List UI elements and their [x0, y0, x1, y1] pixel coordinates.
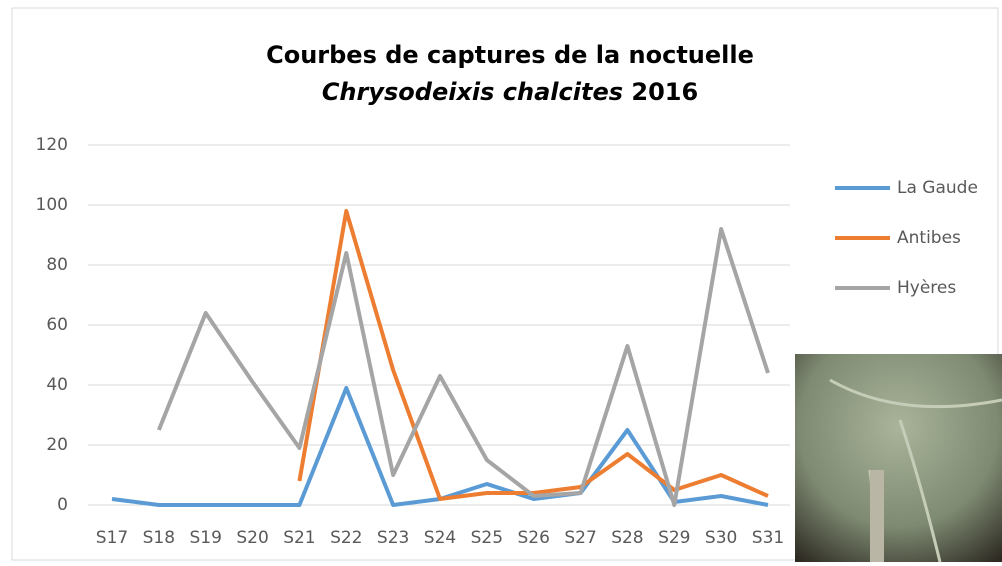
y-tick-label: 80	[46, 255, 68, 275]
photo-leaf	[795, 354, 1002, 562]
title-species: Chrysodeixis chalcites	[322, 78, 623, 106]
y-tick-label: 40	[46, 375, 68, 395]
x-tick-label: S18	[143, 528, 175, 548]
x-tick-label: S29	[658, 528, 690, 548]
series-line	[157, 227, 770, 507]
x-tick-label: S19	[189, 528, 221, 548]
photo-stem	[870, 470, 884, 562]
title-year: 2016	[631, 78, 698, 106]
x-tick-label: S26	[517, 528, 549, 548]
photo	[795, 354, 1002, 563]
legend-label: Antibes	[897, 228, 961, 248]
x-tick-label: S27	[564, 528, 596, 548]
x-tick-label: S25	[471, 528, 503, 548]
x-tick-label: S28	[611, 528, 643, 548]
x-tick-label: S24	[424, 528, 456, 548]
x-tick-label: S17	[96, 528, 128, 548]
legend-label: La Gaude	[897, 178, 978, 198]
x-tick-label: S20	[236, 528, 268, 548]
x-tick-label: S23	[377, 528, 409, 548]
y-tick-label: 0	[57, 495, 68, 515]
y-tick-label: 100	[36, 195, 68, 215]
legend-label: Hyères	[897, 278, 956, 298]
x-tick-label: S22	[330, 528, 362, 548]
x-tick-label: S30	[705, 528, 737, 548]
y-tick-label: 120	[36, 135, 68, 155]
x-tick-label: S31	[752, 528, 784, 548]
title-line: Courbes de captures de la noctuelle	[266, 41, 754, 69]
x-tick-label: S21	[283, 528, 315, 548]
y-tick-label: 20	[46, 435, 68, 455]
series-line	[297, 209, 769, 501]
y-tick-label: 60	[46, 315, 68, 335]
chart-title: Chrysodeixis chalcites 2016	[322, 78, 698, 106]
chart-title: Courbes de captures de la noctuelle	[266, 41, 754, 69]
plot-area: 0 20 40 60 80 100 120 S17 S18 S19 S20 S21 S22 S23 S24 S…	[36, 135, 978, 548]
